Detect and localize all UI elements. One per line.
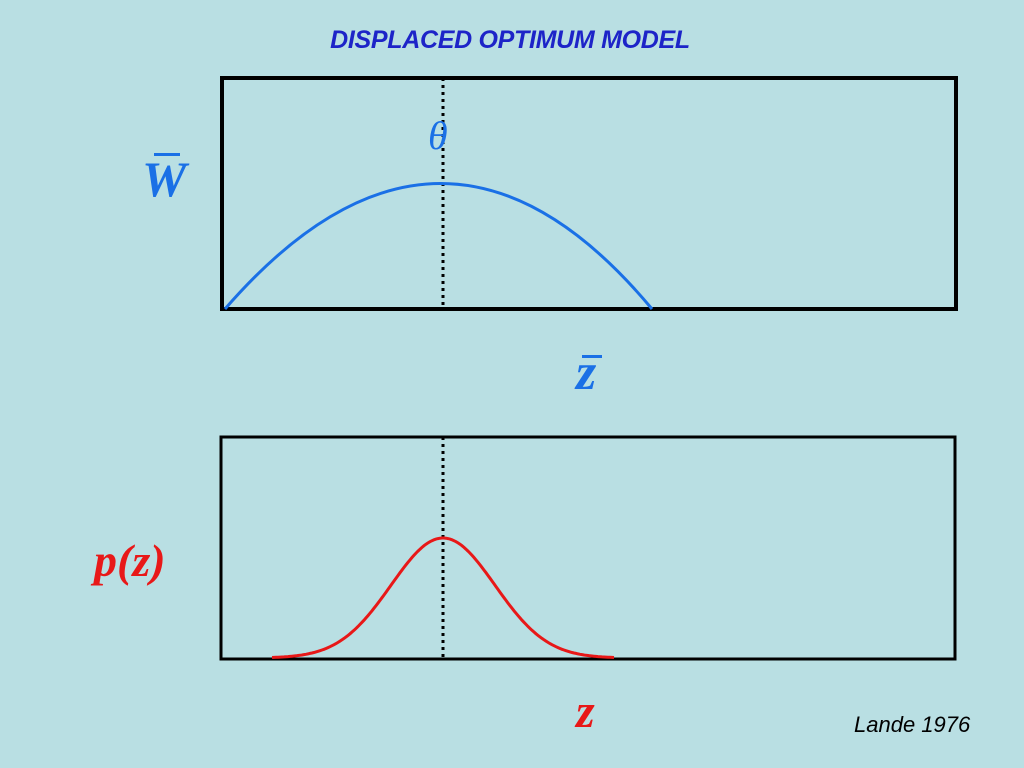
- mean-fitness-label: W: [142, 150, 186, 208]
- phenotype-distribution-curve: [271, 536, 615, 659]
- mean-fitness-symbol: W: [142, 151, 187, 207]
- distribution-axis-label: p(z): [94, 535, 166, 586]
- distribution-panel-frame: [219, 435, 957, 661]
- mean-fitness-overbar: [154, 153, 180, 156]
- mean-phenotype-label: z: [576, 343, 602, 402]
- citation: Lande 1976: [854, 712, 971, 737]
- optimum-label: θ: [428, 113, 448, 158]
- fitness-panel-frame: [220, 76, 958, 311]
- diagram-title: DISPLACED OPTIMUM MODEL: [330, 26, 690, 54]
- mean-phenotype-overbar: [582, 355, 602, 358]
- phenotype-axis-label: z: [576, 685, 595, 738]
- mean-fitness-curve: [223, 182, 654, 310]
- mean-phenotype-symbol: z: [576, 344, 597, 401]
